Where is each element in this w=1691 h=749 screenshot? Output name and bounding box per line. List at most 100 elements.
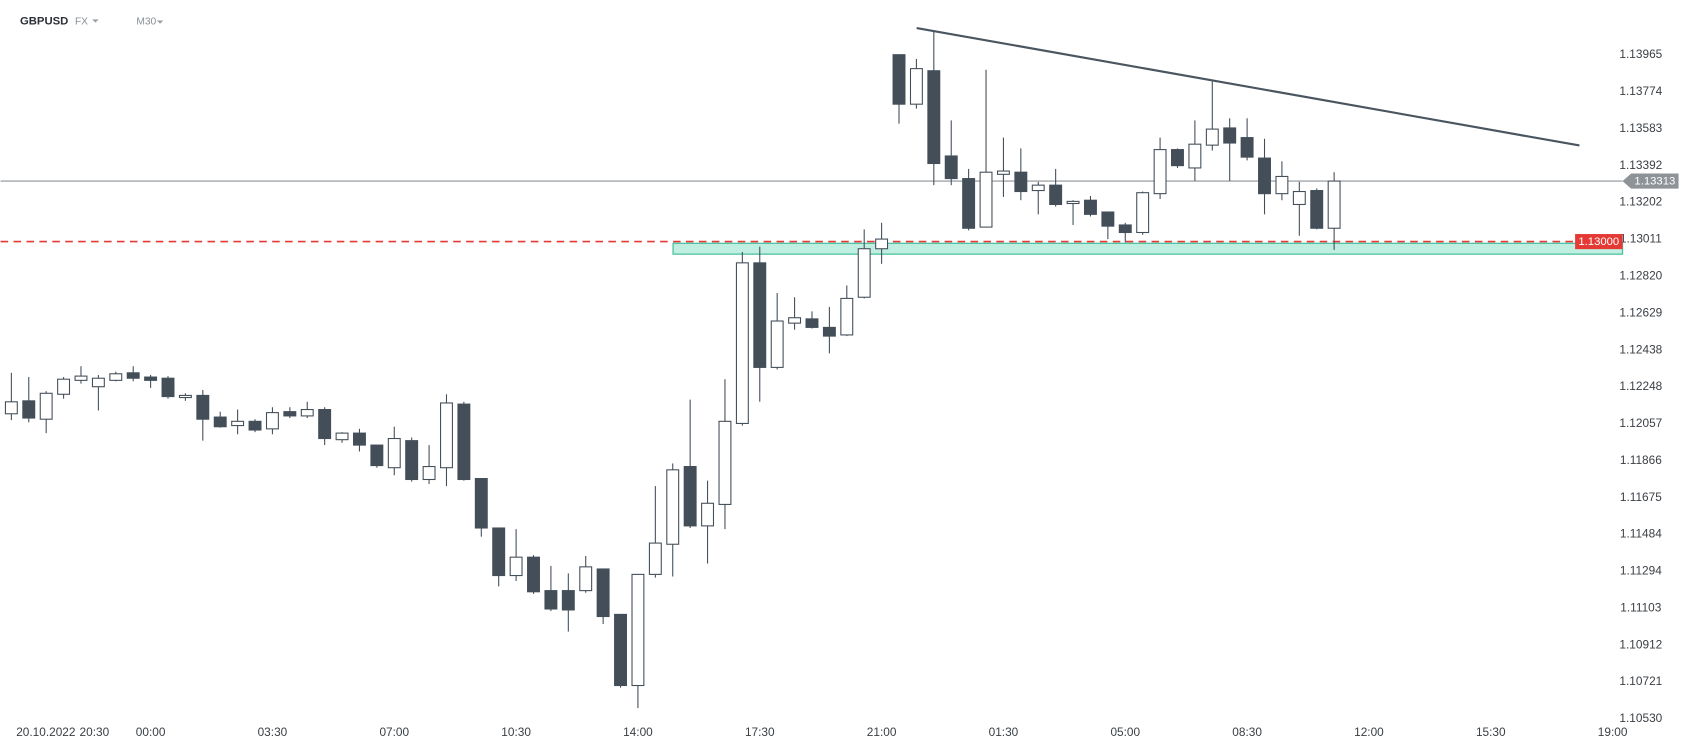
x-tick-label: 12:00: [1354, 725, 1384, 739]
level-tag-label: 1.13000: [1578, 236, 1619, 248]
x-tick-label: 08:30: [1232, 725, 1262, 739]
candle-body: [1118, 224, 1132, 234]
y-tick-label: 1.11103: [1620, 600, 1661, 614]
candle-body: [318, 408, 332, 440]
candle-body: [335, 432, 349, 441]
x-tick-label: 17:30: [745, 725, 775, 739]
x-tick-label: 07:00: [379, 725, 409, 739]
candle-body: [648, 542, 662, 575]
candle-body: [1171, 149, 1184, 167]
candle-body: [857, 248, 871, 298]
axis-layer: 1.10530 1.10721 1.10912 1.11103 1.11294 1.114…: [80, 47, 1679, 739]
candle-body: [788, 317, 802, 324]
candle-body: [909, 68, 923, 105]
candle-body: [422, 466, 436, 481]
candle-body: [457, 403, 471, 481]
candle-body: [1327, 180, 1341, 229]
candle-body: [822, 326, 836, 337]
candle-body: [596, 568, 610, 618]
candle-body: [753, 262, 767, 368]
support-zone: [672, 242, 1624, 255]
y-tick-label: 1.12248: [1619, 379, 1662, 393]
trend-line[interactable]: [916, 26, 1580, 147]
candle-body: [875, 238, 889, 250]
x-tick-label: 19:00: [1598, 725, 1628, 739]
y-tick-label: 1.12629: [1619, 305, 1662, 319]
candle-body: [544, 590, 558, 610]
x-tick-label: 21:00: [867, 725, 897, 739]
candle-body: [196, 394, 210, 420]
candle-body: [1153, 149, 1167, 195]
candle-body: [1031, 184, 1045, 192]
y-tick-label: 1.12438: [1619, 342, 1662, 356]
x-tick-label: 15:30: [1476, 725, 1506, 739]
candle-body: [1049, 184, 1063, 206]
y-tick-label: 1.13965: [1619, 47, 1662, 61]
candles-layer: [4, 30, 1341, 709]
candle-body: [944, 155, 958, 180]
candle-body: [509, 556, 523, 577]
candle-body: [1188, 143, 1202, 169]
candle-body: [1292, 190, 1306, 206]
candle-body: [248, 420, 262, 431]
candle-body: [265, 412, 279, 430]
y-tick-label: 1.10721: [1619, 674, 1662, 688]
dropdown-arrow[interactable]: [92, 19, 99, 23]
x-tick-label: 14:00: [623, 725, 653, 739]
timeframe[interactable]: M30: [136, 16, 156, 27]
candle-body: [1240, 137, 1254, 158]
dropdown-arrow[interactable]: [156, 20, 164, 24]
candle-body: [1014, 171, 1028, 193]
x-tick-label: 01:30: [989, 725, 1019, 739]
candle-body: [231, 420, 245, 427]
candle-body: [1223, 127, 1237, 144]
candle-body: [701, 502, 715, 527]
level-tag: [1575, 234, 1623, 250]
candle-body: [770, 320, 784, 368]
candle-body: [213, 416, 227, 428]
y-tick-label: 1.10912: [1619, 637, 1662, 651]
candle-body: [474, 477, 488, 529]
x-tick-label: 20:30: [80, 725, 110, 739]
x-tick-label: 05:00: [1110, 725, 1140, 739]
y-tick-label: 1.13202: [1619, 195, 1662, 209]
market[interactable]: FX: [75, 16, 88, 27]
candle-body: [614, 613, 627, 687]
candle-body: [57, 378, 71, 395]
candle-body: [979, 171, 993, 228]
candle-body: [352, 432, 366, 446]
candle-body: [1083, 199, 1097, 215]
candle-body: [805, 318, 819, 328]
y-tick-label: 1.11484: [1620, 527, 1662, 541]
candle-body: [683, 466, 697, 527]
candle-body: [1136, 192, 1150, 234]
candle-body: [178, 394, 192, 399]
price-tag-label: 1.13313: [1634, 176, 1675, 188]
candle-body: [927, 70, 941, 165]
candle-body: [1258, 157, 1271, 195]
candle-body: [735, 262, 749, 424]
candle-body: [561, 590, 575, 611]
y-tick-label: 1.12820: [1619, 268, 1662, 282]
candle-body: [109, 373, 123, 381]
candle-body: [1101, 211, 1115, 227]
candle-body: [39, 392, 53, 420]
candle-body: [579, 566, 593, 592]
y-tick-label: 1.13011: [1620, 232, 1662, 246]
y-tick-label: 1.12057: [1619, 416, 1662, 430]
candle-body: [22, 400, 36, 419]
candle-body: [300, 408, 314, 417]
y-tick-label: 1.11675: [1620, 490, 1662, 504]
candle-body: [1205, 128, 1219, 146]
candle-body: [74, 375, 88, 381]
symbol[interactable]: GBPUSD: [20, 16, 68, 28]
candle-body: [440, 402, 453, 469]
candle-body: [962, 178, 976, 229]
y-tick-label: 1.13774: [1619, 84, 1662, 98]
candle-body: [527, 556, 540, 593]
y-tick-label: 1.11866: [1620, 453, 1662, 467]
candle-body: [1066, 200, 1080, 205]
candle-body: [161, 377, 175, 398]
